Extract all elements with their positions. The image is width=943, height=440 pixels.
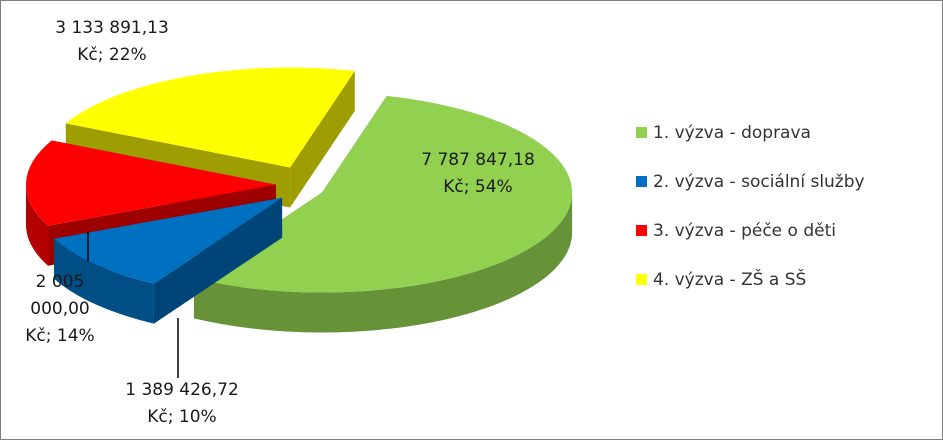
slice xyxy=(26,140,277,226)
slice xyxy=(193,95,573,293)
slice-wall xyxy=(290,70,355,208)
slice xyxy=(65,67,355,168)
data-label: 7 787 847,18 Kč; 54% xyxy=(421,150,535,197)
slice-side xyxy=(193,192,573,333)
data-label: 1 389 426,72 Kč; 10% xyxy=(125,380,239,427)
legend-swatch xyxy=(636,274,647,285)
slice-side xyxy=(54,238,154,324)
slice-side xyxy=(26,184,49,266)
legend-swatch xyxy=(636,176,647,187)
legend-label: 1. výzva - doprava xyxy=(653,123,811,143)
legend-swatch xyxy=(636,225,647,236)
pie xyxy=(26,67,573,333)
legend-label: 4. výzva - ZŠ a SŠ xyxy=(653,268,806,290)
legend-label: 3. výzva - péče o děti xyxy=(653,221,836,241)
slice xyxy=(54,197,283,284)
data-label: 3 133 891,13 Kč; 22% xyxy=(55,18,169,65)
data-label: 2 005 000,00 Kč; 14% xyxy=(25,272,94,346)
legend-label: 2. výzva - sociální služby xyxy=(653,172,865,192)
legend-swatch xyxy=(636,127,647,138)
